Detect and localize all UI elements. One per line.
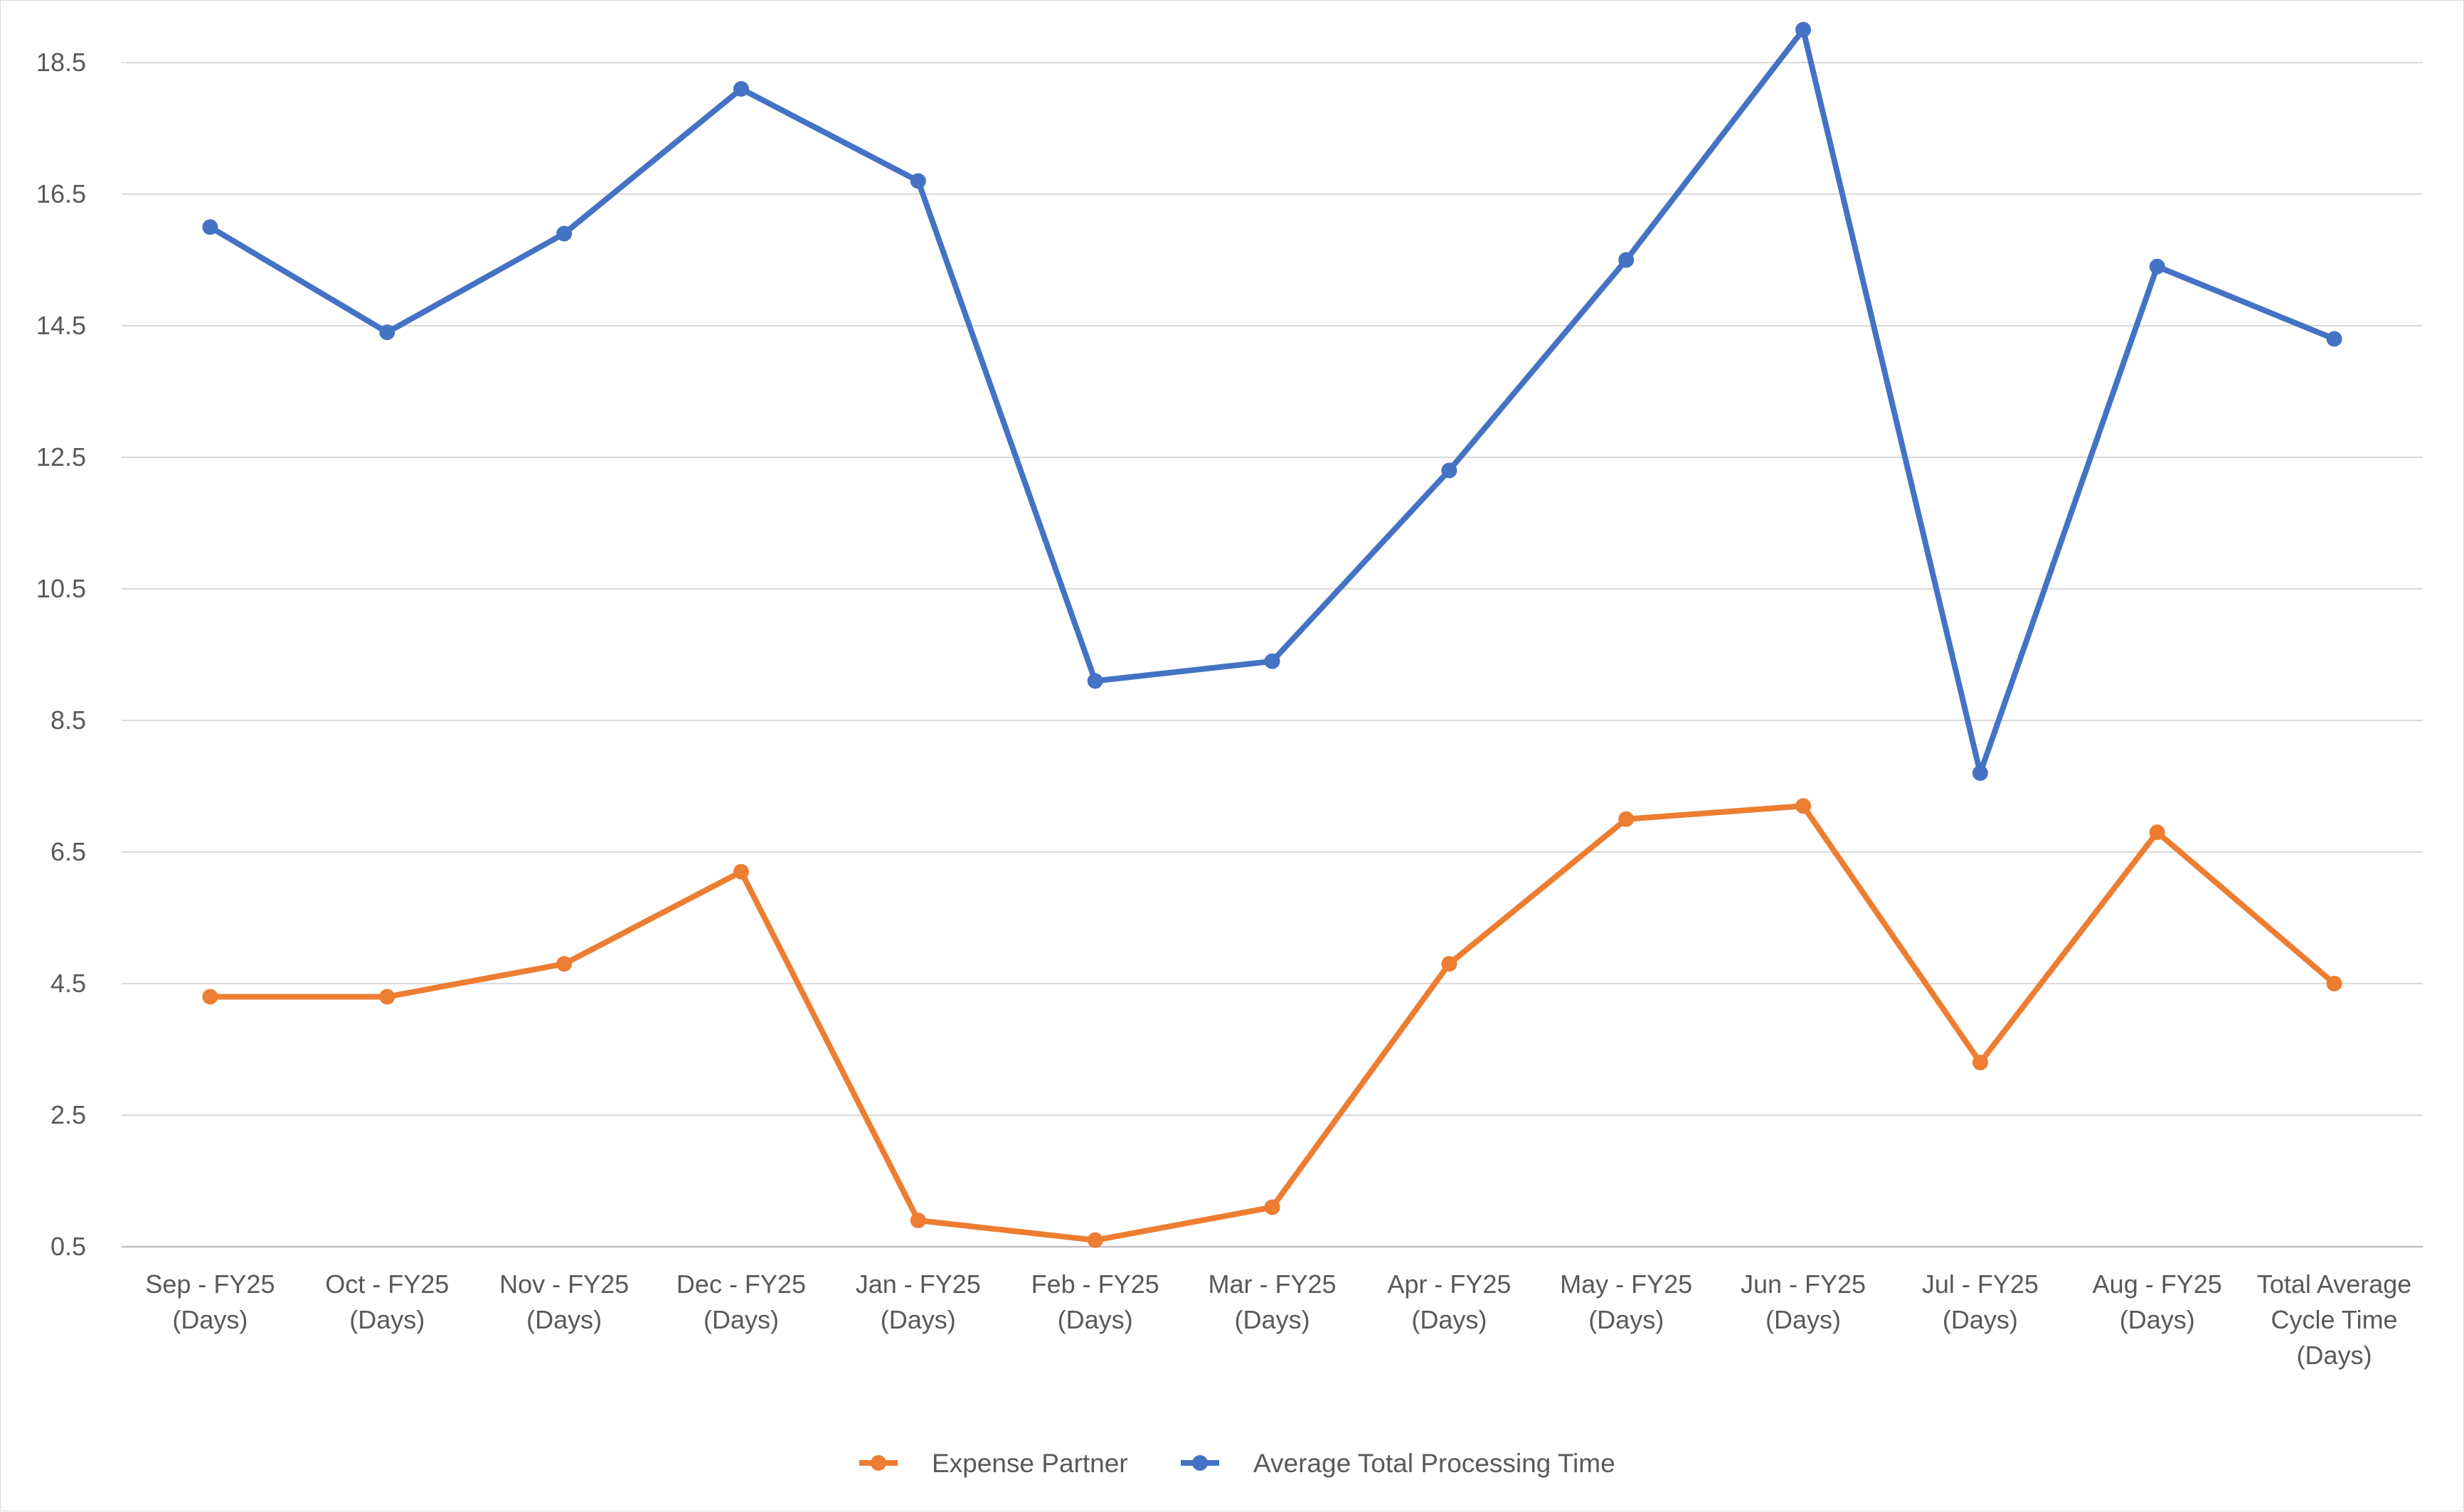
x-tick-label-line: (Days) — [1235, 1305, 1310, 1334]
x-tick-label: Feb - FY25 (Days) — [1031, 1269, 1159, 1334]
x-tick-label-line: Dec - FY25 — [676, 1269, 806, 1299]
y-tick-label: 4.5 — [51, 969, 86, 998]
y-tick-label: 6.5 — [51, 837, 86, 866]
series-lines — [202, 21, 2342, 1248]
y-tick-label: 10.5 — [36, 574, 86, 603]
x-tick-label-line: Apr - FY25 — [1387, 1269, 1511, 1299]
x-tick-label: Aug - FY25 (Days) — [2093, 1269, 2222, 1334]
x-tick-label-line: (Days) — [2297, 1341, 2372, 1370]
x-tick-label-line: May - FY25 — [1560, 1269, 1692, 1299]
data-point-expense-partner — [1441, 956, 1457, 972]
legend-swatch-marker-expense-partner — [871, 1455, 886, 1471]
x-tick-label-line: (Days) — [703, 1305, 779, 1334]
x-tick-label-line: Sep - FY25 — [145, 1269, 275, 1299]
data-point-expense-partner — [1795, 798, 1812, 814]
x-tick-label-line: (Days) — [1058, 1305, 1133, 1334]
x-tick-label-line: Nov - FY25 — [499, 1269, 629, 1299]
data-point-average-total-processing-time — [379, 324, 395, 341]
x-tick-label: May - FY25 (Days) — [1560, 1269, 1692, 1334]
x-tick-label: Dec - FY25 (Days) — [676, 1269, 806, 1334]
x-tick-label-line: (Days) — [1411, 1305, 1487, 1334]
data-point-average-total-processing-time — [556, 225, 573, 242]
data-point-expense-partner — [379, 989, 395, 1005]
x-tick-label: Oct - FY25 (Days) — [325, 1269, 449, 1334]
x-tick-label-line: (Days) — [1588, 1305, 1664, 1334]
x-tick-label-line: Jun - FY25 — [1741, 1269, 1866, 1299]
data-point-expense-partner — [1264, 1199, 1280, 1215]
data-point-expense-partner — [1972, 1055, 1988, 1070]
x-tick-label: Jul - FY25 (Days) — [1922, 1269, 2039, 1334]
x-tick-label-line: Mar - FY25 — [1208, 1269, 1336, 1299]
data-point-expense-partner — [556, 956, 573, 972]
x-tick-label-line: (Days) — [172, 1305, 248, 1334]
y-tick-label: 8.5 — [51, 706, 86, 735]
y-tick-label: 14.5 — [36, 311, 86, 340]
x-tick-label-line: Jan - FY25 — [856, 1269, 981, 1299]
data-point-average-total-processing-time — [202, 219, 218, 235]
data-point-expense-partner — [202, 989, 218, 1005]
x-tick-label-line: Cycle Time — [2271, 1305, 2398, 1334]
x-tick-label-line: Jul - FY25 — [1922, 1269, 2039, 1299]
legend-label-expense-partner: Expense Partner — [932, 1449, 1128, 1478]
x-tick-label-line: (Days) — [526, 1305, 602, 1334]
x-tick-label-line: (Days) — [349, 1305, 425, 1334]
data-point-average-total-processing-time — [910, 173, 926, 189]
data-point-average-total-processing-time — [1972, 765, 1988, 781]
gridlines — [122, 62, 2423, 1248]
x-tick-label-line: (Days) — [881, 1305, 956, 1334]
data-point-average-total-processing-time — [1087, 673, 1103, 689]
x-axis-category-labels: Sep - FY25 (Days)Oct - FY25 (Days)Nov - FY… — [145, 1269, 2411, 1370]
data-point-expense-partner — [910, 1213, 926, 1228]
y-tick-label: 2.5 — [51, 1100, 86, 1129]
y-tick-label: 16.5 — [36, 179, 86, 208]
data-point-average-total-processing-time — [733, 81, 749, 97]
x-tick-label-line: Total Average — [2257, 1269, 2412, 1299]
data-point-average-total-processing-time — [1264, 653, 1280, 669]
x-tick-label: Apr - FY25 (Days) — [1387, 1269, 1511, 1334]
y-axis-tick-labels: 0.5 2.5 4.5 6.5 8.5 10.5 12.5 14.5 16.5 18.5 — [36, 48, 86, 1261]
data-point-expense-partner — [1618, 811, 1635, 827]
x-tick-label: Jan - FY25 (Days) — [856, 1269, 981, 1334]
legend-swatch-marker-average-total-processing-time — [1192, 1455, 1208, 1471]
x-tick-label: Nov - FY25 (Days) — [499, 1269, 629, 1334]
data-point-expense-partner — [1087, 1232, 1103, 1248]
x-tick-label: Total Average Cycle Time (Days) — [2257, 1269, 2412, 1370]
data-point-expense-partner — [733, 863, 749, 880]
data-point-average-total-processing-time — [1795, 21, 1812, 38]
data-point-expense-partner — [2149, 824, 2165, 841]
data-point-average-total-processing-time — [2326, 331, 2342, 347]
data-point-expense-partner — [2326, 976, 2342, 991]
x-tick-label: Mar - FY25 (Days) — [1208, 1269, 1336, 1334]
x-tick-label-line: (Days) — [1943, 1305, 2018, 1334]
data-point-average-total-processing-time — [1618, 252, 1635, 268]
x-tick-label-line: (Days) — [1765, 1305, 1841, 1334]
y-tick-label: 12.5 — [36, 442, 86, 472]
y-tick-label: 18.5 — [36, 48, 86, 77]
legend: Expense Partner Average Total Processing … — [859, 1449, 1615, 1478]
x-tick-label-line: Oct - FY25 — [325, 1269, 449, 1299]
legend-label-average-total-processing-time: Average Total Processing Time — [1253, 1449, 1615, 1478]
x-tick-label: Sep - FY25 (Days) — [145, 1269, 275, 1334]
x-tick-label: Jun - FY25 (Days) — [1741, 1269, 1866, 1334]
x-tick-label-line: Aug - FY25 — [2093, 1269, 2222, 1299]
x-tick-label-line: (Days) — [2120, 1305, 2195, 1334]
data-point-average-total-processing-time — [2149, 258, 2165, 275]
x-tick-label-line: Feb - FY25 — [1031, 1269, 1159, 1299]
series-line-expense-partner — [207, 803, 2337, 1243]
data-point-average-total-processing-time — [1441, 462, 1457, 479]
y-tick-label: 0.5 — [51, 1232, 86, 1261]
